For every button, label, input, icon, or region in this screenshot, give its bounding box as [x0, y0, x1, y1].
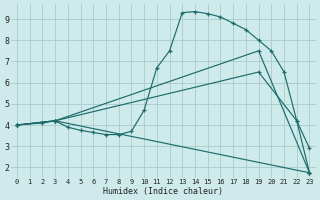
X-axis label: Humidex (Indice chaleur): Humidex (Indice chaleur): [103, 187, 223, 196]
